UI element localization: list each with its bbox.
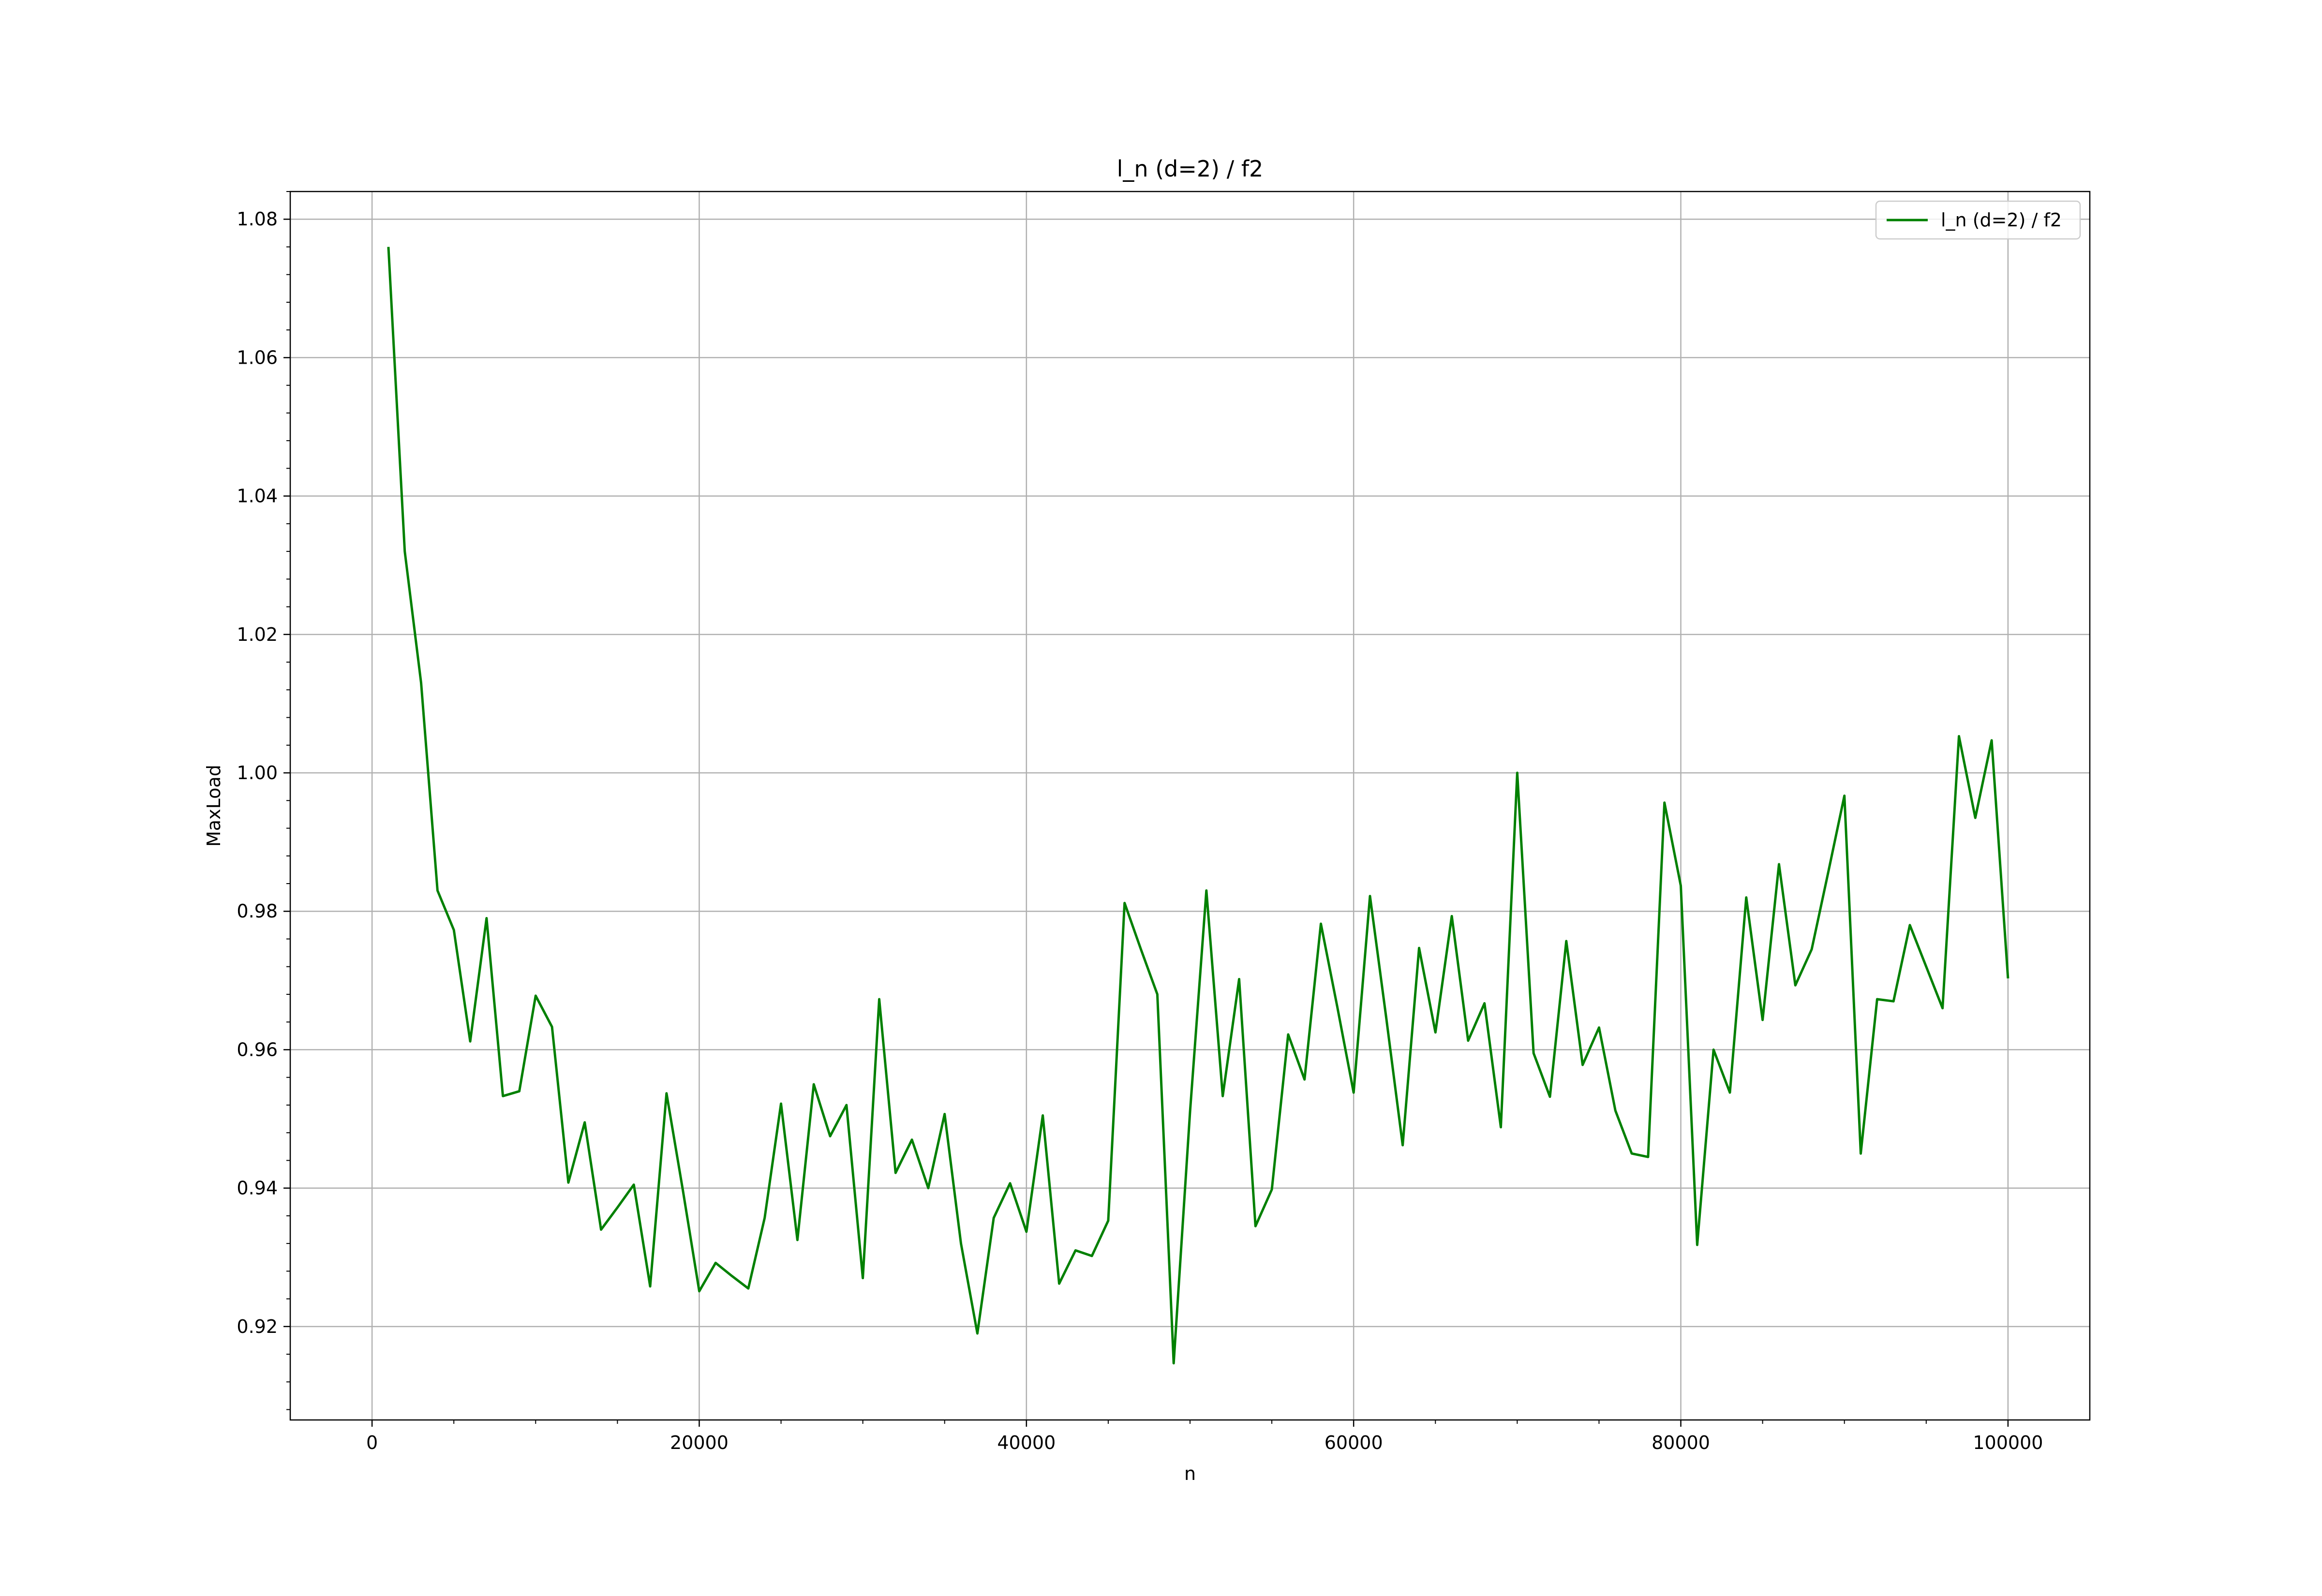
chart-title: l_n (d=2) / f2 — [1117, 156, 1264, 182]
y-tick-label: 1.04 — [237, 486, 278, 507]
y-tick-label: 1.06 — [237, 347, 278, 368]
y-tick-label: 1.08 — [237, 208, 278, 230]
x-tick-label: 60000 — [1325, 1432, 1383, 1453]
x-tick-label: 40000 — [997, 1432, 1056, 1453]
y-tick-label: 0.92 — [237, 1316, 278, 1337]
series-group — [387, 247, 2009, 1365]
y-tick-label: 1.00 — [237, 762, 278, 783]
x-tick-label: 100000 — [1973, 1432, 2043, 1453]
plot-area — [290, 192, 2090, 1420]
legend-label: l_n (d=2) / f2 — [1941, 209, 2062, 231]
legend-box — [1875, 200, 2081, 240]
y-tick-label: 0.94 — [237, 1178, 278, 1199]
y-tick-label: 0.98 — [237, 901, 278, 922]
axes-frame — [289, 191, 2091, 1421]
y-tick-label: 0.96 — [237, 1039, 278, 1060]
y-axis-ticks: 0.92 0.94 0.96 0.98 1.00 1.02 1.04 1.06 1.08 — [237, 191, 290, 1410]
x-axis-ticks: 0 20000 40000 60000 80000 100000 — [366, 1420, 2043, 1453]
grid — [290, 192, 2090, 1420]
x-tick-label: 20000 — [670, 1432, 729, 1453]
series-line — [387, 247, 2009, 1365]
x-tick-label: 80000 — [1652, 1432, 1710, 1453]
legend: l_n (d=2) / f2 — [1875, 200, 2081, 240]
x-tick-label: 0 — [366, 1432, 378, 1453]
y-tick-label: 1.02 — [237, 624, 278, 645]
y-axis-label: MaxLoad — [203, 765, 224, 847]
x-axis-label: n — [1184, 1463, 1196, 1484]
